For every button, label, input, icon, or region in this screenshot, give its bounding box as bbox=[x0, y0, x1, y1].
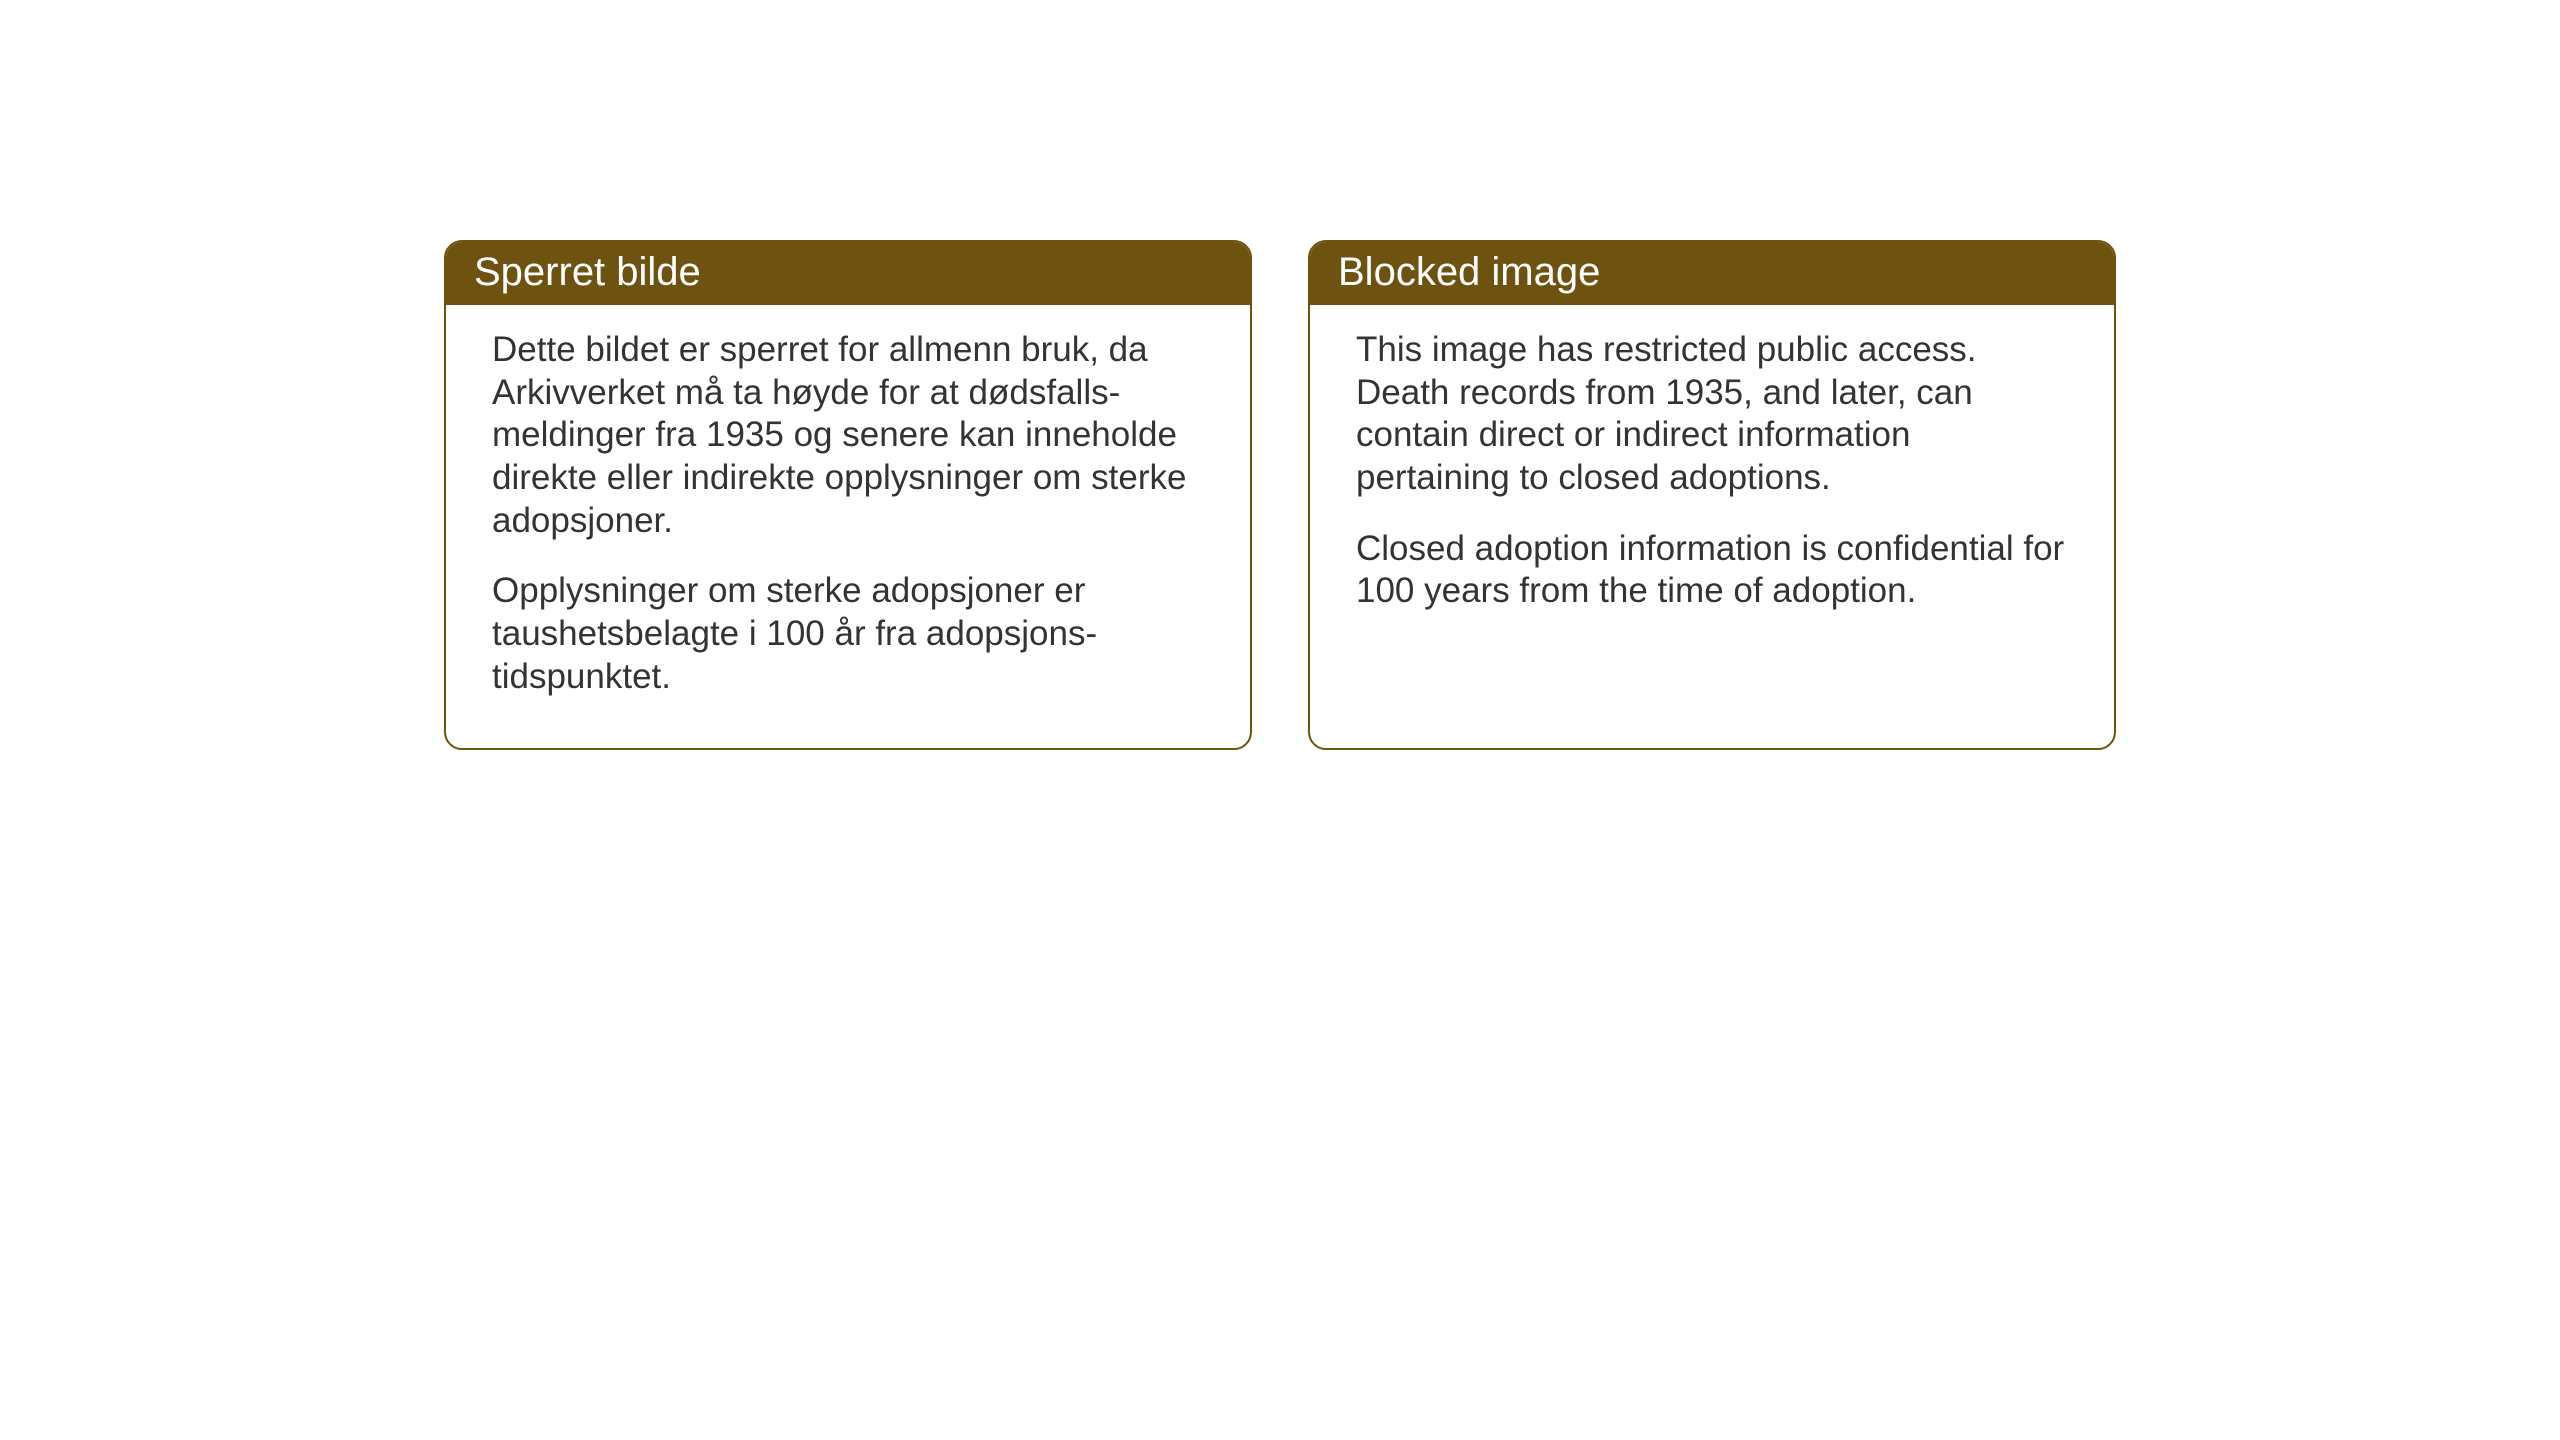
notice-container: Sperret bilde Dette bildet er sperret fo… bbox=[444, 240, 2116, 750]
card-title-norwegian: Sperret bilde bbox=[474, 250, 701, 294]
card-paragraph-norwegian-1: Dette bildet er sperret for allmenn bruk… bbox=[492, 329, 1204, 542]
card-paragraph-english-1: This image has restricted public access.… bbox=[1356, 329, 2068, 500]
card-header-norwegian: Sperret bilde bbox=[446, 242, 1250, 305]
card-header-english: Blocked image bbox=[1310, 242, 2114, 305]
card-paragraph-norwegian-2: Opplysninger om sterke adopsjoner er tau… bbox=[492, 570, 1204, 698]
card-body-norwegian: Dette bildet er sperret for allmenn bruk… bbox=[446, 305, 1250, 731]
card-body-english: This image has restricted public access.… bbox=[1310, 305, 2114, 645]
notice-card-english: Blocked image This image has restricted … bbox=[1308, 240, 2116, 750]
card-title-english: Blocked image bbox=[1338, 250, 1600, 294]
notice-card-norwegian: Sperret bilde Dette bildet er sperret fo… bbox=[444, 240, 1252, 750]
card-paragraph-english-2: Closed adoption information is confident… bbox=[1356, 528, 2068, 613]
